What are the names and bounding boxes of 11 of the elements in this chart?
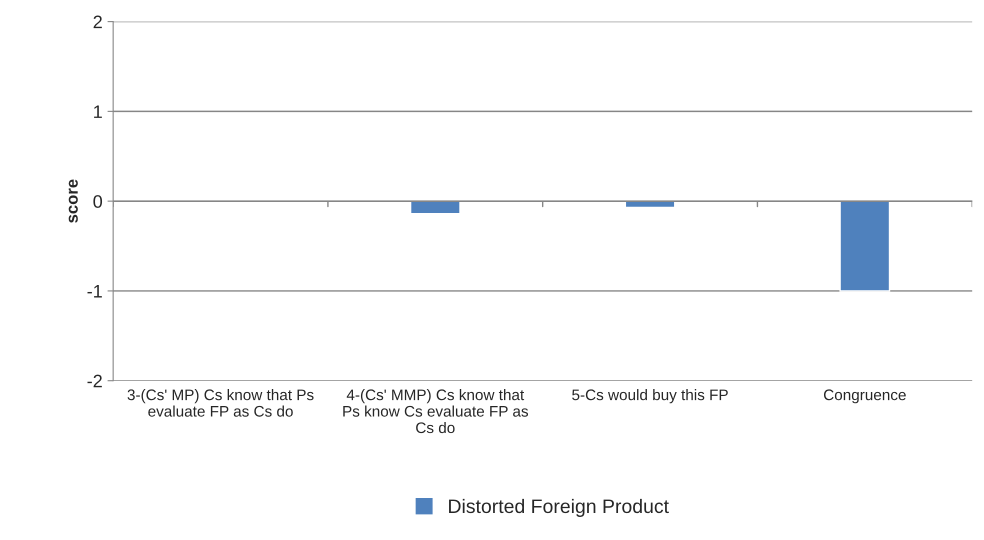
y-tick-label: -2 (87, 374, 102, 388)
legend-label: Distorted Foreign Product (449, 498, 669, 517)
y-tick-label: 2 (94, 16, 102, 28)
y-axis-title: score (68, 179, 78, 223)
y-tick-label: -1 (87, 285, 102, 298)
x-tick-label: 5-Cs would buy this FP (572, 389, 728, 404)
y-tick-label: 0 (93, 195, 102, 208)
x-tick-label: Congruence (824, 389, 906, 404)
x-tick-label: 3-(Cs' MP) Cs know that Ps evaluate FP as Cs do (128, 389, 314, 417)
x-tick-label: 4-(Cs' MMP) Cs know that Ps know Cs evaluate FP as Cs do (343, 389, 528, 434)
y-tick-label: 1 (94, 105, 102, 118)
